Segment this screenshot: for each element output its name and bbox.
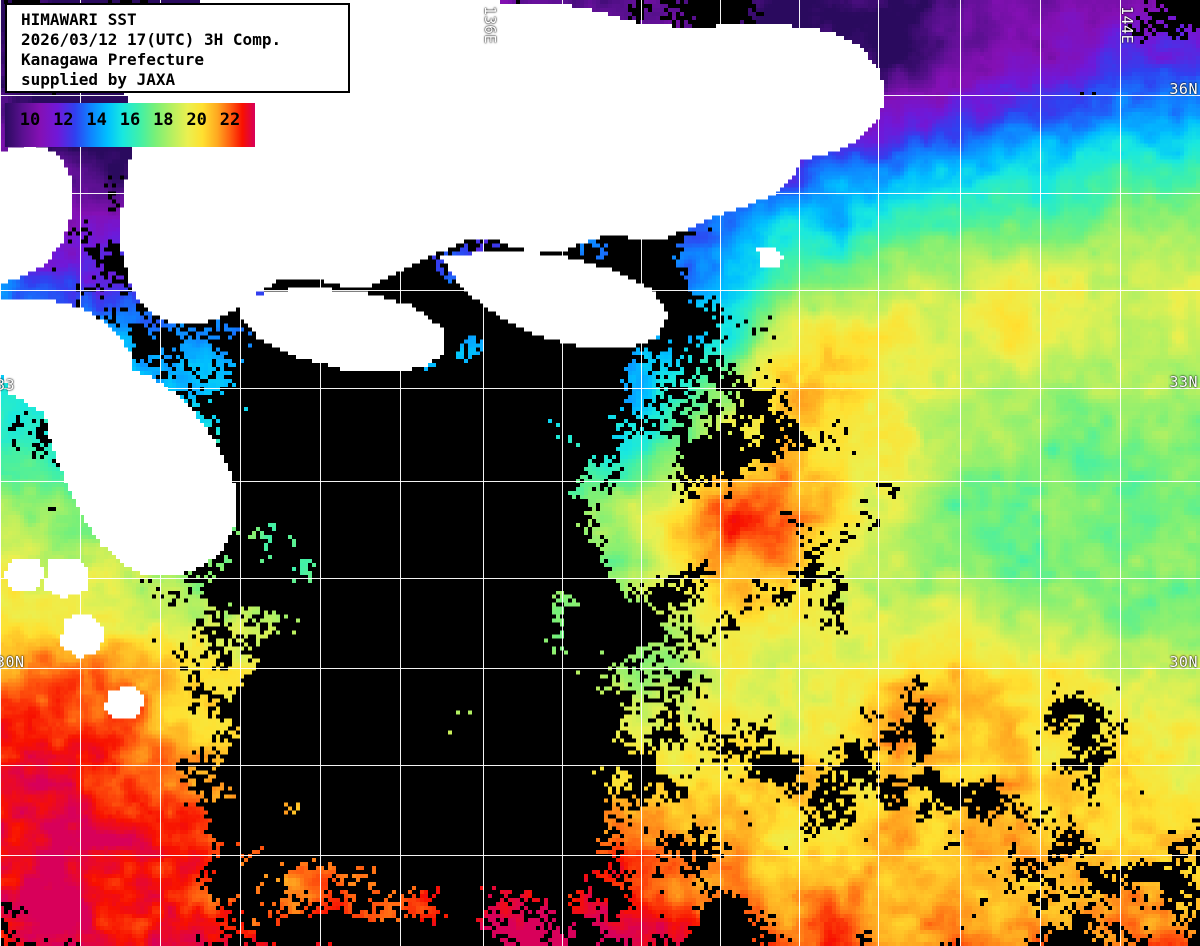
info-line-provider: Kanagawa Prefecture: [21, 50, 205, 69]
colorbar-tick-16: 16: [119, 110, 141, 130]
colorbar-tick-18: 18: [153, 110, 174, 130]
colorbar-tick-labels: 10 12 14 16 18 20 22: [5, 103, 255, 147]
product-info-box: HIMAWARI SST 2026/03/12 17(UTC) 3H Comp.…: [5, 3, 350, 93]
colorbar-tick-10: 10: [19, 110, 41, 130]
info-line-title: HIMAWARI SST: [21, 10, 137, 29]
colorbar-tick-20: 20: [186, 110, 207, 130]
sst-colorbar: 10 12 14 16 18 20 22: [5, 103, 255, 147]
info-line-source: supplied by JAXA: [21, 70, 176, 89]
colorbar-tick-14: 14: [86, 110, 107, 130]
colorbar-tick-12: 12: [53, 110, 74, 130]
colorbar-gradient: [5, 103, 255, 147]
colorbar-tick-22: 22: [219, 110, 241, 130]
info-line-datetime: 2026/03/12 17(UTC) 3H Comp.: [21, 30, 282, 49]
